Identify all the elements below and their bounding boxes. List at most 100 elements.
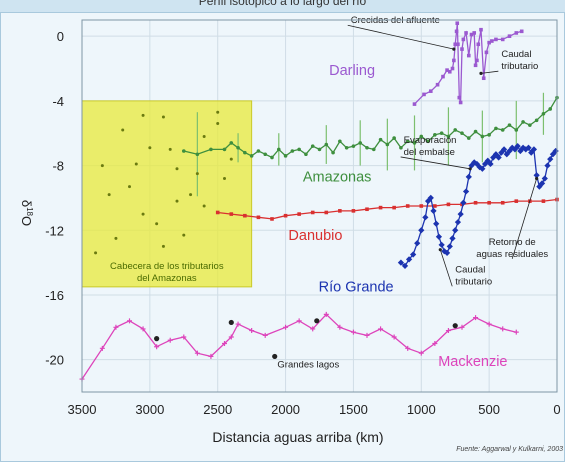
point-amazonas xyxy=(310,144,315,148)
scatter-point xyxy=(161,244,165,248)
point-amazonas xyxy=(480,134,485,139)
point-mackenzie xyxy=(140,326,146,332)
annotation-arrow xyxy=(511,178,538,259)
marker-point xyxy=(228,319,234,326)
scatter-point xyxy=(175,199,179,203)
y-axis-label-sup: 18 xyxy=(25,207,34,216)
point-rio_grande xyxy=(446,243,453,250)
point-mackenzie xyxy=(127,318,132,324)
point-danubio xyxy=(256,215,261,220)
point-darling xyxy=(447,69,452,74)
point-amazonas xyxy=(426,139,430,144)
scatter-point xyxy=(94,251,98,255)
x-tick-label: 2500 xyxy=(203,402,232,417)
scatter-points xyxy=(94,110,458,360)
scatter-point xyxy=(107,193,111,197)
scatter-point xyxy=(202,204,206,208)
point-mackenzie xyxy=(262,332,268,338)
point-amazonas xyxy=(338,139,342,144)
scatter-point xyxy=(229,157,233,161)
scatter-point xyxy=(216,122,220,126)
highlight-box-label-line1: Cabecera de los tributarios xyxy=(110,261,224,272)
series-group xyxy=(79,21,559,382)
x-tick-label: 500 xyxy=(478,402,500,417)
point-amazonas xyxy=(358,141,363,145)
point-rio_grande xyxy=(433,220,440,227)
scatter-point xyxy=(121,128,125,132)
point-rio_grande xyxy=(401,262,409,269)
x-tick-label: 3500 xyxy=(68,402,97,417)
point-rio_grande xyxy=(457,210,464,218)
point-amazonas xyxy=(276,147,281,152)
point-darling xyxy=(435,82,440,87)
point-rio_grande xyxy=(405,256,413,263)
scatter-point xyxy=(141,113,145,117)
point-mackenzie xyxy=(113,324,119,330)
x-tick-label: 0 xyxy=(553,402,560,417)
point-darling xyxy=(453,42,458,47)
y-axis-label: δ18O xyxy=(19,200,34,226)
point-mackenzie xyxy=(513,329,519,335)
point-darling xyxy=(450,66,455,71)
point-mackenzie xyxy=(405,345,411,351)
point-amazonas xyxy=(412,141,417,145)
point-danubio xyxy=(392,205,396,210)
annotation-arrow-head xyxy=(468,167,472,171)
point-amazonas xyxy=(487,133,491,137)
point-amazonas xyxy=(541,112,546,116)
point-mackenzie xyxy=(208,353,214,359)
point-rio_grande xyxy=(500,146,508,153)
scatter-point xyxy=(114,236,118,240)
point-danubio xyxy=(378,205,383,210)
point-danubio xyxy=(229,212,234,216)
point-danubio xyxy=(338,209,342,213)
marker-point xyxy=(452,323,458,329)
point-darling xyxy=(507,34,512,38)
point-mackenzie xyxy=(181,334,187,340)
scatter-point xyxy=(216,110,220,114)
annotation-arrow-head xyxy=(479,71,483,75)
point-rio_grande xyxy=(422,214,429,221)
point-darling xyxy=(441,74,445,79)
point-amazonas xyxy=(351,144,356,148)
point-mackenzie xyxy=(337,324,343,330)
series-label-danubio: Danubio xyxy=(288,228,342,244)
point-amazonas xyxy=(324,142,329,147)
point-danubio xyxy=(270,217,274,221)
point-danubio xyxy=(473,200,478,205)
point-amazonas xyxy=(304,152,308,157)
point-mackenzie xyxy=(228,334,234,340)
point-darling xyxy=(481,76,486,81)
point-darling xyxy=(490,39,494,43)
point-danubio xyxy=(433,204,437,208)
annotation-text: aguas residuales xyxy=(476,249,548,260)
x-tick-label: 2000 xyxy=(271,402,300,417)
point-danubio xyxy=(324,210,329,215)
series-label-amazonas: Amazonas xyxy=(303,170,372,186)
axes: 3500 3000 2500 2000 1500 1000 500 0 0 -4 -8 -12 -16 -… xyxy=(45,19,561,417)
point-rio_grande xyxy=(462,188,470,195)
point-danubio xyxy=(405,204,410,208)
series-line-danubio xyxy=(217,198,558,220)
point-darling xyxy=(422,92,426,97)
point-darling xyxy=(457,95,462,100)
point-amazonas xyxy=(270,155,274,160)
point-rio_grande xyxy=(452,227,459,234)
scatter-point xyxy=(128,185,131,189)
point-mackenzie xyxy=(310,326,316,332)
point-danubio xyxy=(310,210,315,215)
header-title: Perfil isotópico a lo largo del río xyxy=(198,0,367,8)
point-darling xyxy=(466,53,471,58)
point-mackenzie xyxy=(249,328,255,334)
point-amazonas xyxy=(534,118,539,123)
point-danubio xyxy=(215,210,220,215)
point-amazonas xyxy=(548,107,553,111)
point-amazonas xyxy=(331,150,335,155)
point-darling xyxy=(455,21,460,26)
point-mackenzie xyxy=(154,344,160,350)
scatter-point xyxy=(100,164,104,168)
scatter-point xyxy=(182,233,186,237)
point-danubio xyxy=(243,213,247,218)
point-darling xyxy=(460,47,464,51)
point-darling xyxy=(461,37,466,42)
